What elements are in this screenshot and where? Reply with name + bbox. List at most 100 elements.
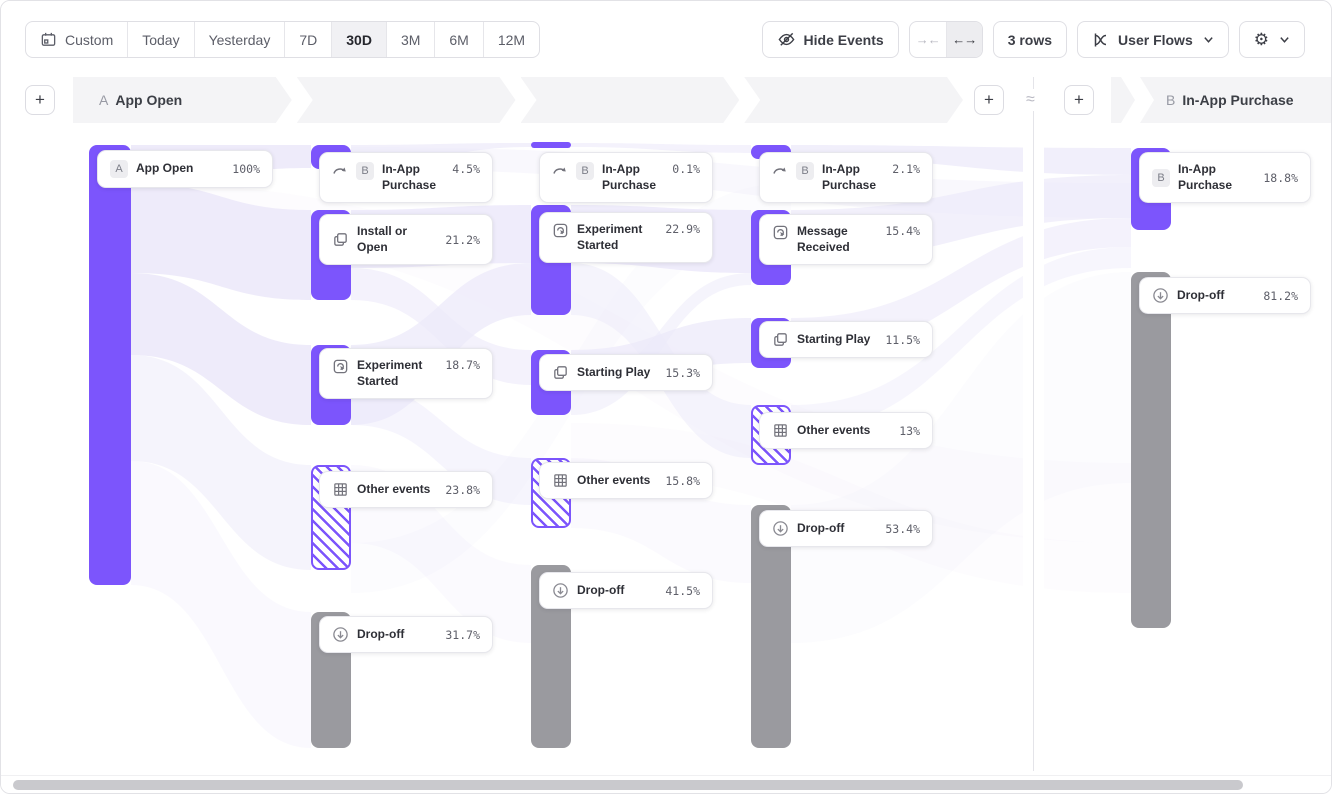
gear-icon: ⚙ [1253, 30, 1269, 49]
date-range-today[interactable]: Today [128, 22, 195, 57]
add-step-before-button[interactable]: + [25, 85, 55, 115]
node-value: 53.4% [885, 521, 920, 536]
settings-dropdown[interactable]: ⚙ [1238, 21, 1305, 58]
node-card-in-app-purchase[interactable]: B In-App Purchase 0.1% [539, 152, 713, 204]
date-range-label: 7D [299, 31, 318, 48]
view-selector-label: User Flows [1118, 31, 1193, 48]
node-label: Other events [797, 422, 871, 437]
plus-icon: + [35, 90, 45, 109]
section-divider-line [1033, 77, 1034, 771]
bar-drop-off-b[interactable] [1131, 272, 1171, 628]
node-card-install-or-open[interactable]: Install or Open 21.2% [319, 214, 493, 266]
node-card-experiment-started[interactable]: Experiment Started 22.9% [539, 212, 713, 264]
node-card-app-open[interactable]: A App Open 100% [97, 150, 273, 188]
node-card-in-app-purchase-b[interactable]: B In-App Purchase 18.8% [1139, 152, 1311, 204]
node-label: Install or Open [357, 224, 408, 254]
node-card-message-received[interactable]: Message Received 15.4% [759, 214, 933, 266]
date-range-30d[interactable]: 30D [332, 22, 387, 57]
date-range-label: 12M [497, 31, 526, 48]
node-value: 2.1% [892, 162, 920, 176]
dropoff-icon [1152, 287, 1169, 304]
bar-in-app-purchase[interactable] [531, 142, 571, 148]
node-card-drop-off[interactable]: Drop-off 31.7% [319, 616, 493, 653]
grid-icon [552, 472, 569, 489]
node-card-other-events[interactable]: Other events 23.8% [319, 471, 493, 508]
step-b-badge: B [576, 162, 594, 180]
flow-a-badge: A [99, 92, 109, 108]
node-value: 18.7% [445, 358, 480, 372]
node-card-drop-off[interactable]: Drop-off 53.4% [759, 510, 933, 547]
node-label: Experiment Started [577, 222, 643, 252]
node-value: 81.2% [1263, 288, 1298, 303]
flow-b-badge: B [1166, 92, 1176, 108]
node-card-drop-off-b[interactable]: Drop-off 81.2% [1139, 277, 1311, 314]
node-value: 41.5% [665, 583, 700, 598]
eye-off-icon [777, 30, 796, 49]
node-card-in-app-purchase[interactable]: B In-App Purchase 2.1% [759, 152, 933, 204]
node-label: Drop-off [1177, 287, 1225, 302]
horizontal-scrollbar [1, 775, 1331, 793]
hide-events-label: Hide Events [803, 31, 884, 48]
chevron-down-icon [1203, 34, 1214, 45]
step-b-badge: B [356, 162, 374, 180]
flow-a-segment [297, 77, 516, 123]
node-value: 13% [899, 423, 920, 438]
node-card-starting-play[interactable]: Starting Play 15.3% [539, 354, 713, 391]
approx-icon: ≈ [1026, 91, 1035, 108]
view-selector-dropdown[interactable]: User Flows [1077, 21, 1229, 58]
node-value: 22.9% [665, 222, 700, 236]
step-a-badge: A [110, 160, 128, 178]
date-range-custom[interactable]: Custom [26, 22, 129, 57]
date-range-7d[interactable]: 7D [285, 22, 333, 57]
node-value: 100% [232, 162, 260, 176]
node-value: 15.4% [885, 224, 920, 238]
dropoff-icon [772, 520, 789, 537]
collapse-columns-button[interactable]: →← [910, 22, 946, 57]
approx-gap-symbol: ≈ [1023, 89, 1038, 111]
flow-b-title: B In-App Purchase [1140, 92, 1294, 108]
dropoff-icon [552, 582, 569, 599]
node-card-other-events[interactable]: Other events 13% [759, 412, 933, 449]
node-label: In-App Purchase [822, 162, 877, 192]
date-range-3m[interactable]: 3M [387, 22, 436, 57]
grid-icon [772, 422, 789, 439]
node-card-starting-play[interactable]: Starting Play 11.5% [759, 321, 933, 358]
date-range-yesterday[interactable]: Yesterday [195, 22, 286, 57]
horizontal-scrollbar-thumb[interactable] [13, 780, 1243, 790]
copy-icon [332, 231, 349, 248]
rows-button[interactable]: 3 rows [992, 21, 1068, 58]
date-range-6m[interactable]: 6M [435, 22, 484, 57]
flow-a-banner[interactable]: A App Open [73, 77, 963, 123]
flow-canvas: A App Open 100% B In-App Purchase 4.5% I… [1, 123, 1331, 771]
expand-arrows-icon: ←→ [952, 32, 977, 47]
node-card-experiment-started[interactable]: Experiment Started 18.7% [319, 348, 493, 400]
date-range-label: Today [142, 31, 180, 48]
node-value: 15.8% [665, 473, 700, 488]
date-range-group: Custom Today Yesterday 7D 30D 3M 6M 12M [25, 21, 541, 58]
date-range-12m[interactable]: 12M [484, 22, 539, 57]
experiment-icon [332, 358, 349, 375]
collapse-expand-toggle: →← ←→ [908, 21, 983, 58]
node-card-in-app-purchase[interactable]: B In-App Purchase 4.5% [319, 152, 493, 204]
jump-arrow-icon [552, 162, 568, 178]
bar-app-open[interactable] [89, 145, 131, 585]
flow-b-arrow-tip [1111, 77, 1135, 123]
flow-a-title: A App Open [73, 92, 182, 108]
add-step-middle-button[interactable]: + [974, 85, 1004, 115]
copy-icon [552, 364, 569, 381]
node-card-other-events[interactable]: Other events 15.8% [539, 462, 713, 499]
flow-b-banner[interactable]: B In-App Purchase [1111, 77, 1331, 123]
dropoff-icon [332, 626, 349, 643]
flow-b-segment: B In-App Purchase [1140, 77, 1331, 123]
node-value: 4.5% [452, 162, 480, 176]
node-value: 0.1% [672, 162, 700, 176]
node-card-drop-off[interactable]: Drop-off 41.5% [539, 572, 713, 609]
date-range-label: 6M [449, 31, 469, 48]
add-step-end-button[interactable]: + [1064, 85, 1094, 115]
hide-events-button[interactable]: Hide Events [761, 21, 899, 58]
node-label: App Open [136, 161, 194, 176]
date-range-label: Custom [65, 31, 114, 48]
expand-columns-button[interactable]: ←→ [945, 22, 982, 57]
toolbar-right-group: Hide Events →← ←→ 3 rows [761, 21, 1305, 58]
node-value: 15.3% [665, 365, 700, 380]
